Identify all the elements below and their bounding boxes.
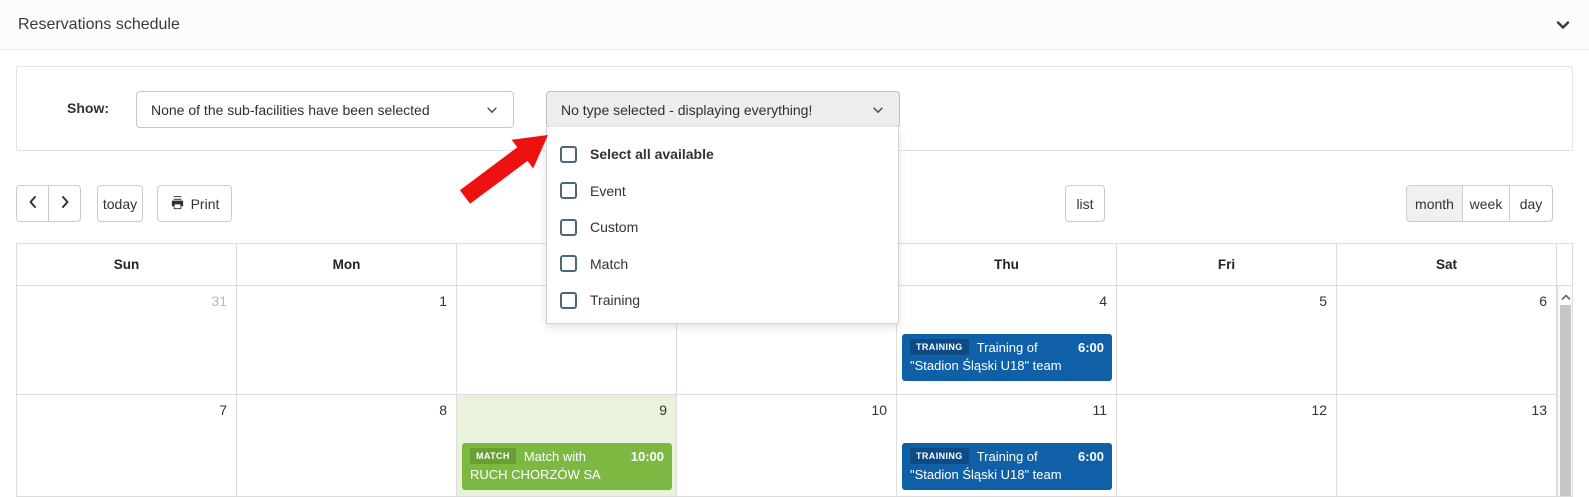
day-number: 9 (659, 402, 667, 418)
checkbox-select-all[interactable] (560, 145, 577, 163)
day-view-button[interactable]: day (1509, 185, 1553, 222)
day-cell-today[interactable]: 9 MATCH Match with 10:00 RUCH CHORZÓW SA (457, 395, 677, 496)
calendar-week-row: 7 8 9 MATCH Match with 10:00 RUCH CHORZÓ… (17, 395, 1572, 496)
dropdown-option-custom[interactable]: Custom (547, 209, 898, 246)
day-cell[interactable]: 12 (1117, 395, 1337, 496)
event-title: Training of (976, 448, 1038, 464)
month-view-button[interactable]: month (1406, 185, 1463, 222)
week-view-button[interactable]: week (1462, 185, 1510, 222)
day-header-fri: Fri (1117, 244, 1337, 286)
type-dropdown-menu: Select all available Event Custom Match … (546, 127, 899, 324)
month-calendar: Sun Mon Thu Fri Sat 31 1 4 (16, 243, 1573, 497)
type-select[interactable]: No type selected - displaying everything… (546, 91, 900, 128)
event-time: 6:00 (1077, 448, 1104, 464)
show-label: Show: (67, 100, 109, 116)
day-cell[interactable]: 11 TRAINING Training of 6:00 "Stadion Śl… (897, 395, 1117, 496)
day-number: 7 (219, 402, 227, 418)
dropdown-option-training[interactable]: Training (547, 282, 898, 319)
list-view-button[interactable]: list (1065, 185, 1105, 222)
day-header-mon: Mon (237, 244, 457, 286)
sub-facility-select-value: None of the sub-facilities have been sel… (151, 101, 430, 118)
scrollbar-thumb[interactable] (1560, 305, 1571, 496)
event-type-badge: TRAINING (910, 448, 969, 464)
event-type-badge: TRAINING (910, 339, 969, 355)
event-subtitle: RUCH CHORZÓW SA (470, 467, 601, 482)
day-number: 8 (439, 402, 447, 418)
calendar-scrollbar[interactable] (1557, 286, 1572, 496)
dropdown-option-match[interactable]: Match (547, 246, 898, 283)
month-button-label: month (1415, 195, 1454, 212)
event-type-badge: MATCH (470, 448, 516, 464)
day-cell[interactable]: 8 (237, 395, 457, 496)
printer-icon (170, 195, 185, 213)
chevron-right-icon (59, 195, 71, 212)
dropdown-option-select-all[interactable]: Select all available (547, 136, 898, 173)
next-button[interactable] (48, 185, 81, 222)
event-time: 10:00 (630, 448, 664, 464)
list-button-label: list (1076, 195, 1094, 212)
day-header-sun: Sun (17, 244, 237, 286)
checkbox-event[interactable] (560, 182, 577, 200)
week-button-label: week (1469, 195, 1503, 212)
day-number: 10 (871, 402, 887, 418)
event-subtitle: "Stadion Śląski U18" team (910, 358, 1062, 373)
today-button[interactable]: today (97, 185, 143, 222)
day-cell[interactable]: 5 (1117, 286, 1337, 395)
day-cell[interactable]: 6 (1337, 286, 1557, 395)
day-cell[interactable]: 4 TRAINING Training of 6:00 "Stadion Ślą… (897, 286, 1117, 395)
page-header: Reservations schedule (0, 0, 1589, 50)
day-cell[interactable]: 7 (17, 395, 237, 496)
dropdown-option-label: Custom (590, 219, 639, 236)
day-cell[interactable]: 1 (237, 286, 457, 395)
day-cell[interactable]: 10 (677, 395, 897, 496)
event-title: Match with (523, 448, 586, 464)
day-number: 13 (1531, 402, 1547, 418)
sub-facility-select[interactable]: None of the sub-facilities have been sel… (136, 91, 514, 128)
chevron-down-icon (871, 103, 885, 117)
day-header-thu: Thu (897, 244, 1117, 286)
scrollbar-gutter-header (1557, 244, 1572, 286)
day-header-sat: Sat (1337, 244, 1557, 286)
day-button-label: day (1519, 195, 1543, 212)
day-number: 6 (1539, 293, 1547, 309)
checkbox-match[interactable] (560, 255, 577, 273)
training-event-card[interactable]: TRAINING Training of 6:00 "Stadion Śląsk… (902, 443, 1112, 490)
print-button-label: Print (190, 195, 220, 212)
day-number: 1 (439, 293, 447, 309)
dropdown-option-label: Event (590, 182, 626, 199)
day-cell[interactable]: 31 (17, 286, 237, 395)
collapse-panel-chevron-down-icon[interactable] (1555, 17, 1571, 33)
event-title: Training of (976, 339, 1038, 355)
checkbox-custom[interactable] (560, 218, 577, 236)
page-title: Reservations schedule (18, 15, 180, 33)
chevron-left-icon (27, 195, 39, 212)
print-button[interactable]: Print (157, 185, 232, 222)
day-number: 31 (211, 293, 227, 309)
day-number: 4 (1099, 293, 1107, 309)
chevron-down-icon (485, 103, 499, 117)
type-select-value: No type selected - displaying everything… (561, 101, 813, 118)
event-subtitle: "Stadion Śląski U18" team (910, 467, 1062, 482)
dropdown-option-event[interactable]: Event (547, 173, 898, 210)
today-button-label: today (102, 195, 138, 212)
training-event-card[interactable]: TRAINING Training of 6:00 "Stadion Śląsk… (902, 334, 1112, 381)
prev-button[interactable] (16, 185, 49, 222)
day-number: 5 (1319, 293, 1327, 309)
chevron-up-icon[interactable] (1559, 290, 1572, 303)
dropdown-option-label: Select all available (590, 146, 714, 163)
day-number: 11 (1092, 402, 1107, 418)
dropdown-option-label: Match (590, 255, 629, 272)
dropdown-option-label: Training (590, 292, 641, 309)
day-number: 12 (1311, 402, 1327, 418)
event-time: 6:00 (1077, 339, 1104, 355)
checkbox-training[interactable] (560, 291, 577, 309)
day-cell[interactable]: 13 (1337, 395, 1557, 496)
match-event-card[interactable]: MATCH Match with 10:00 RUCH CHORZÓW SA (462, 443, 672, 490)
